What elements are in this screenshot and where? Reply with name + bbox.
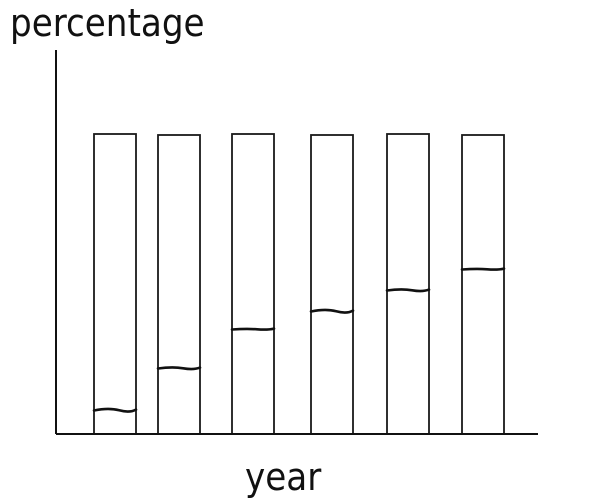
bar-level-1 bbox=[92, 407, 138, 413]
bars-group bbox=[92, 133, 506, 435]
bar-6 bbox=[461, 134, 505, 435]
bar-2 bbox=[157, 134, 201, 435]
x-axis-label: year bbox=[245, 455, 322, 499]
bar-level-4 bbox=[309, 308, 355, 314]
bar-level-2 bbox=[156, 366, 202, 371]
bar-3 bbox=[231, 133, 275, 435]
bar-level-5 bbox=[385, 288, 431, 293]
bar-1 bbox=[93, 133, 137, 435]
y-axis-label: percentage bbox=[10, 1, 205, 45]
bar-level-6 bbox=[460, 267, 506, 271]
bar-5 bbox=[386, 133, 430, 435]
bar-4 bbox=[310, 134, 354, 435]
bar-level-3 bbox=[230, 327, 276, 331]
